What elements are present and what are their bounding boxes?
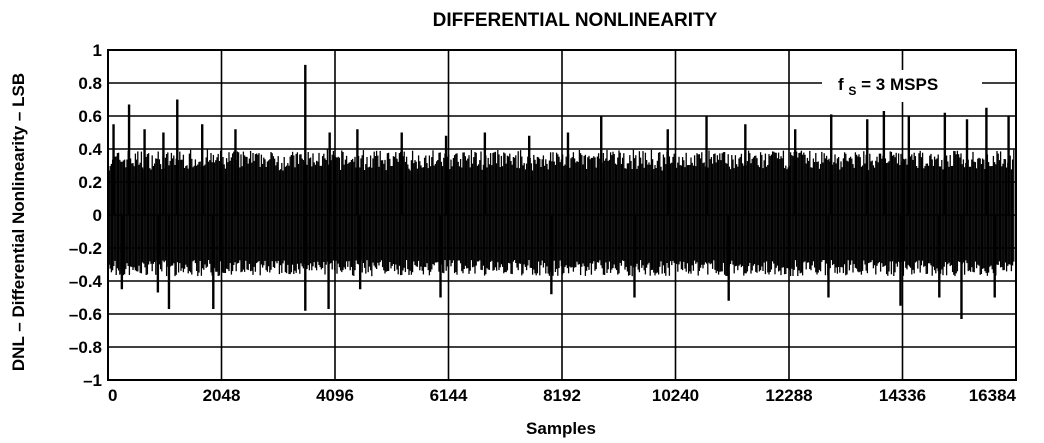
x-tick-label: 0	[108, 386, 117, 405]
y-tick-label: 0.4	[78, 140, 102, 159]
y-tick-label: 0.2	[78, 173, 102, 192]
y-tick-label: 1	[93, 41, 102, 60]
plot-frame	[107, 49, 1017, 381]
x-tick-label: 2048	[203, 386, 241, 405]
x-tick-label: 8192	[543, 386, 581, 405]
y-tick-label: –1	[83, 371, 102, 390]
y-tick-labels: –1 –0.8 –0.6 –0.4 –0.2 0 0.2 0.4 0.6 0.8 1	[69, 41, 103, 390]
y-tick-label: –0.2	[69, 239, 102, 258]
y-tick-label: 0.6	[78, 107, 102, 126]
x-tick-label: 14336	[879, 386, 926, 405]
y-axis-label: DNL – Differential Nonlinearity – LSB	[9, 73, 28, 371]
x-tick-label: 6144	[430, 386, 468, 405]
y-tick-label: –0.8	[69, 338, 102, 357]
annotation-suffix: = 3 MSPS	[861, 75, 938, 94]
annotation-background	[822, 70, 982, 102]
sampling-rate-annotation: f S = 3 MSPS	[838, 75, 938, 99]
y-tick-label: 0.8	[78, 74, 102, 93]
x-tick-label: 16384	[969, 386, 1017, 405]
chart-title: DIFFERENTIAL NONLINEARITY	[433, 10, 718, 31]
annotation-prefix: f	[838, 75, 844, 94]
annotation-box: f S = 3 MSPS	[822, 70, 982, 102]
y-tick-label: –0.6	[69, 305, 102, 324]
x-tick-label: 10240	[652, 386, 699, 405]
annotation-subscript: S	[848, 84, 856, 98]
x-tick-label: 12288	[765, 386, 812, 405]
y-tick-label: 0	[93, 206, 102, 225]
y-tick-label: –0.4	[69, 272, 103, 291]
dnl-bars	[108, 64, 1015, 319]
x-tick-labels: 0 2048 4096 6144 8192 10240 12288 14336 16384	[108, 386, 1017, 405]
x-axis-label: Samples	[526, 419, 596, 438]
x-tick-label: 4096	[316, 386, 354, 405]
